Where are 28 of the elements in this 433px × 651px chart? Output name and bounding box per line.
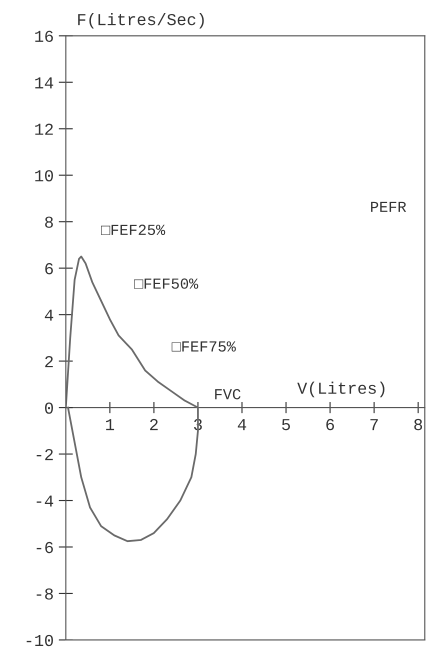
y-tick-label: -6 [36, 542, 53, 554]
x-tick-label: 1 [106, 419, 114, 430]
x-tick-label: 8 [414, 418, 422, 430]
annotation: □FEF25% [101, 224, 166, 236]
x-tick-label: 7 [370, 419, 378, 430]
y-tick-label: -4 [36, 496, 54, 507]
x-axis-title: V(Litres) [297, 382, 384, 398]
annotation: PEFR [371, 202, 406, 212]
annotation: FVC [215, 388, 241, 400]
x-tick-label: 4 [238, 419, 246, 430]
y-tick-label: 2 [45, 356, 53, 368]
y-tick-label: 16 [35, 30, 53, 42]
y-tick-label: -10 [26, 634, 53, 646]
y-tick-label: -8 [36, 588, 53, 600]
y-tick-label: 0 [45, 402, 53, 414]
annotation: □FEF75% [172, 341, 236, 352]
x-tick-label: 2 [150, 418, 158, 430]
x-tick-label: 6 [326, 418, 334, 430]
y-tick-label: 8 [45, 216, 53, 228]
y-tick-label: -2 [36, 448, 53, 460]
y-tick-label: 10 [35, 170, 53, 182]
y-tick-label: 14 [35, 77, 54, 88]
y-axis-title: F(Litres/Sec) [78, 13, 204, 29]
y-tick-label: 12 [35, 124, 53, 135]
annotation: □FEF50% [134, 278, 198, 289]
x-tick-label: 5 [282, 419, 290, 430]
y-tick-label: 4 [44, 310, 54, 321]
y-tick-label: 6 [45, 263, 53, 274]
